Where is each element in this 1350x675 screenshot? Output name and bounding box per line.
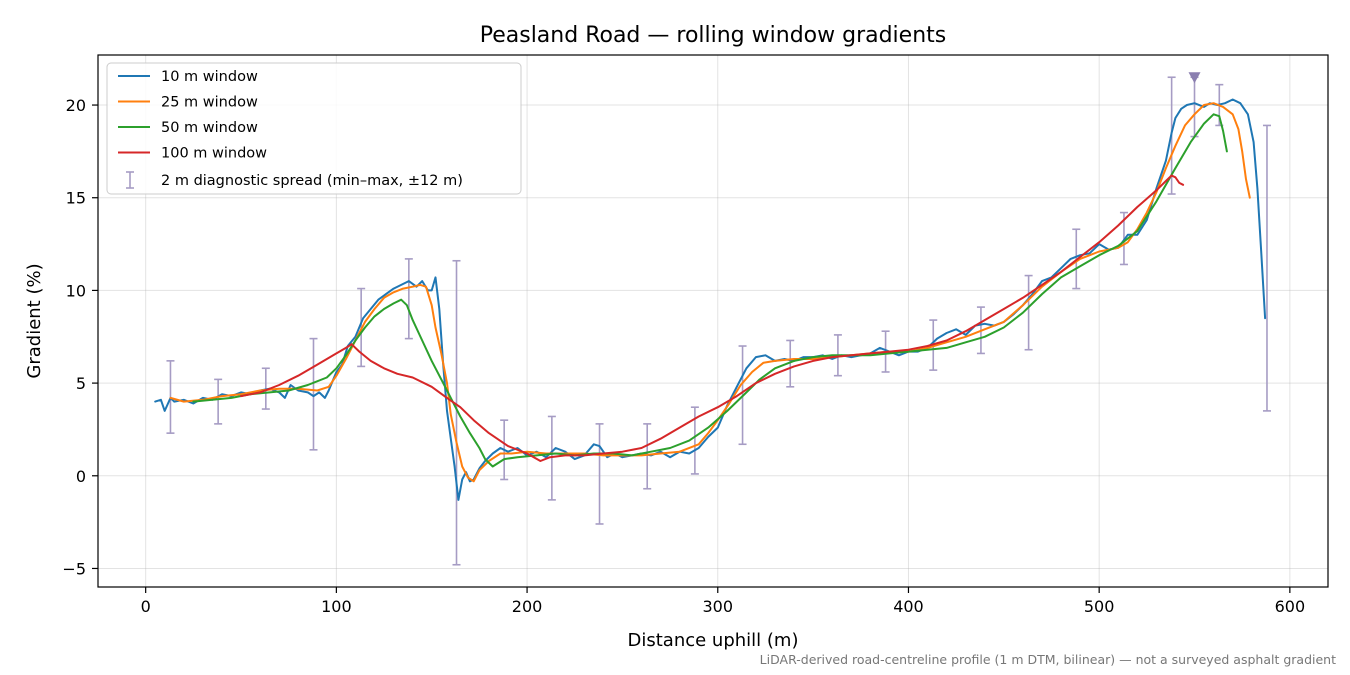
series-lines (154, 98, 1267, 501)
peak-marker (1188, 72, 1201, 84)
error-bar (404, 258, 413, 340)
x-axis-label: Distance uphill (m) (628, 630, 799, 651)
error-bar (214, 378, 223, 425)
x-tick-label: 500 (1084, 597, 1115, 616)
legend-label-3: 50 m window (161, 120, 258, 136)
legend-swatch-errorbar (126, 171, 134, 189)
error-bar (309, 337, 318, 451)
y-tick-label: −5 (62, 559, 86, 578)
series-line-3 (192, 113, 1228, 468)
x-tick-label: 300 (702, 597, 733, 616)
y-tick-label: 0 (76, 467, 86, 486)
chart-title: Peasland Road — rolling window gradients (480, 23, 947, 48)
footnote: LiDAR-derived road-centreline profile (1… (760, 652, 1336, 667)
error-bar (786, 339, 795, 388)
error-bar (1262, 124, 1271, 412)
x-tick-label: 600 (1275, 597, 1306, 616)
peak-triangle-marker (1188, 72, 1201, 84)
legend-label-errorbar: 2 m diagnostic spread (min–max, ±12 m) (161, 173, 463, 189)
x-tick-label: 100 (321, 597, 352, 616)
x-tick-label: 400 (893, 597, 924, 616)
error-bar (547, 415, 556, 501)
legend-box (106, 62, 522, 195)
legend-label-1: 10 m window (161, 69, 258, 85)
series-line-4 (240, 174, 1185, 462)
x-tick-label: 200 (512, 597, 543, 616)
error-bars (166, 76, 1271, 566)
error-bar (452, 259, 461, 566)
error-bar (643, 423, 652, 490)
legend-label-4: 100 m window (161, 146, 267, 162)
legend: 10 m window 25 m window 50 m window 100 m w… (106, 62, 522, 195)
series-line-2 (169, 102, 1251, 483)
error-bar (1024, 274, 1033, 351)
plot-frame (97, 54, 1329, 588)
y-tick-label: 20 (66, 96, 86, 115)
y-tick-label: 10 (66, 281, 86, 300)
grid (98, 55, 1328, 587)
legend-label-2: 25 m window (161, 95, 258, 111)
y-axis-label: Gradient (%) (24, 263, 45, 378)
error-bar (595, 423, 604, 525)
x-tick-label: 0 (141, 597, 151, 616)
y-tick-label: 15 (66, 189, 86, 208)
y-axis-ticks: −5 0 5 10 15 20 (62, 96, 98, 578)
x-axis-ticks: 0 100 200 300 400 500 600 (141, 587, 1306, 616)
y-tick-label: 5 (76, 374, 86, 393)
